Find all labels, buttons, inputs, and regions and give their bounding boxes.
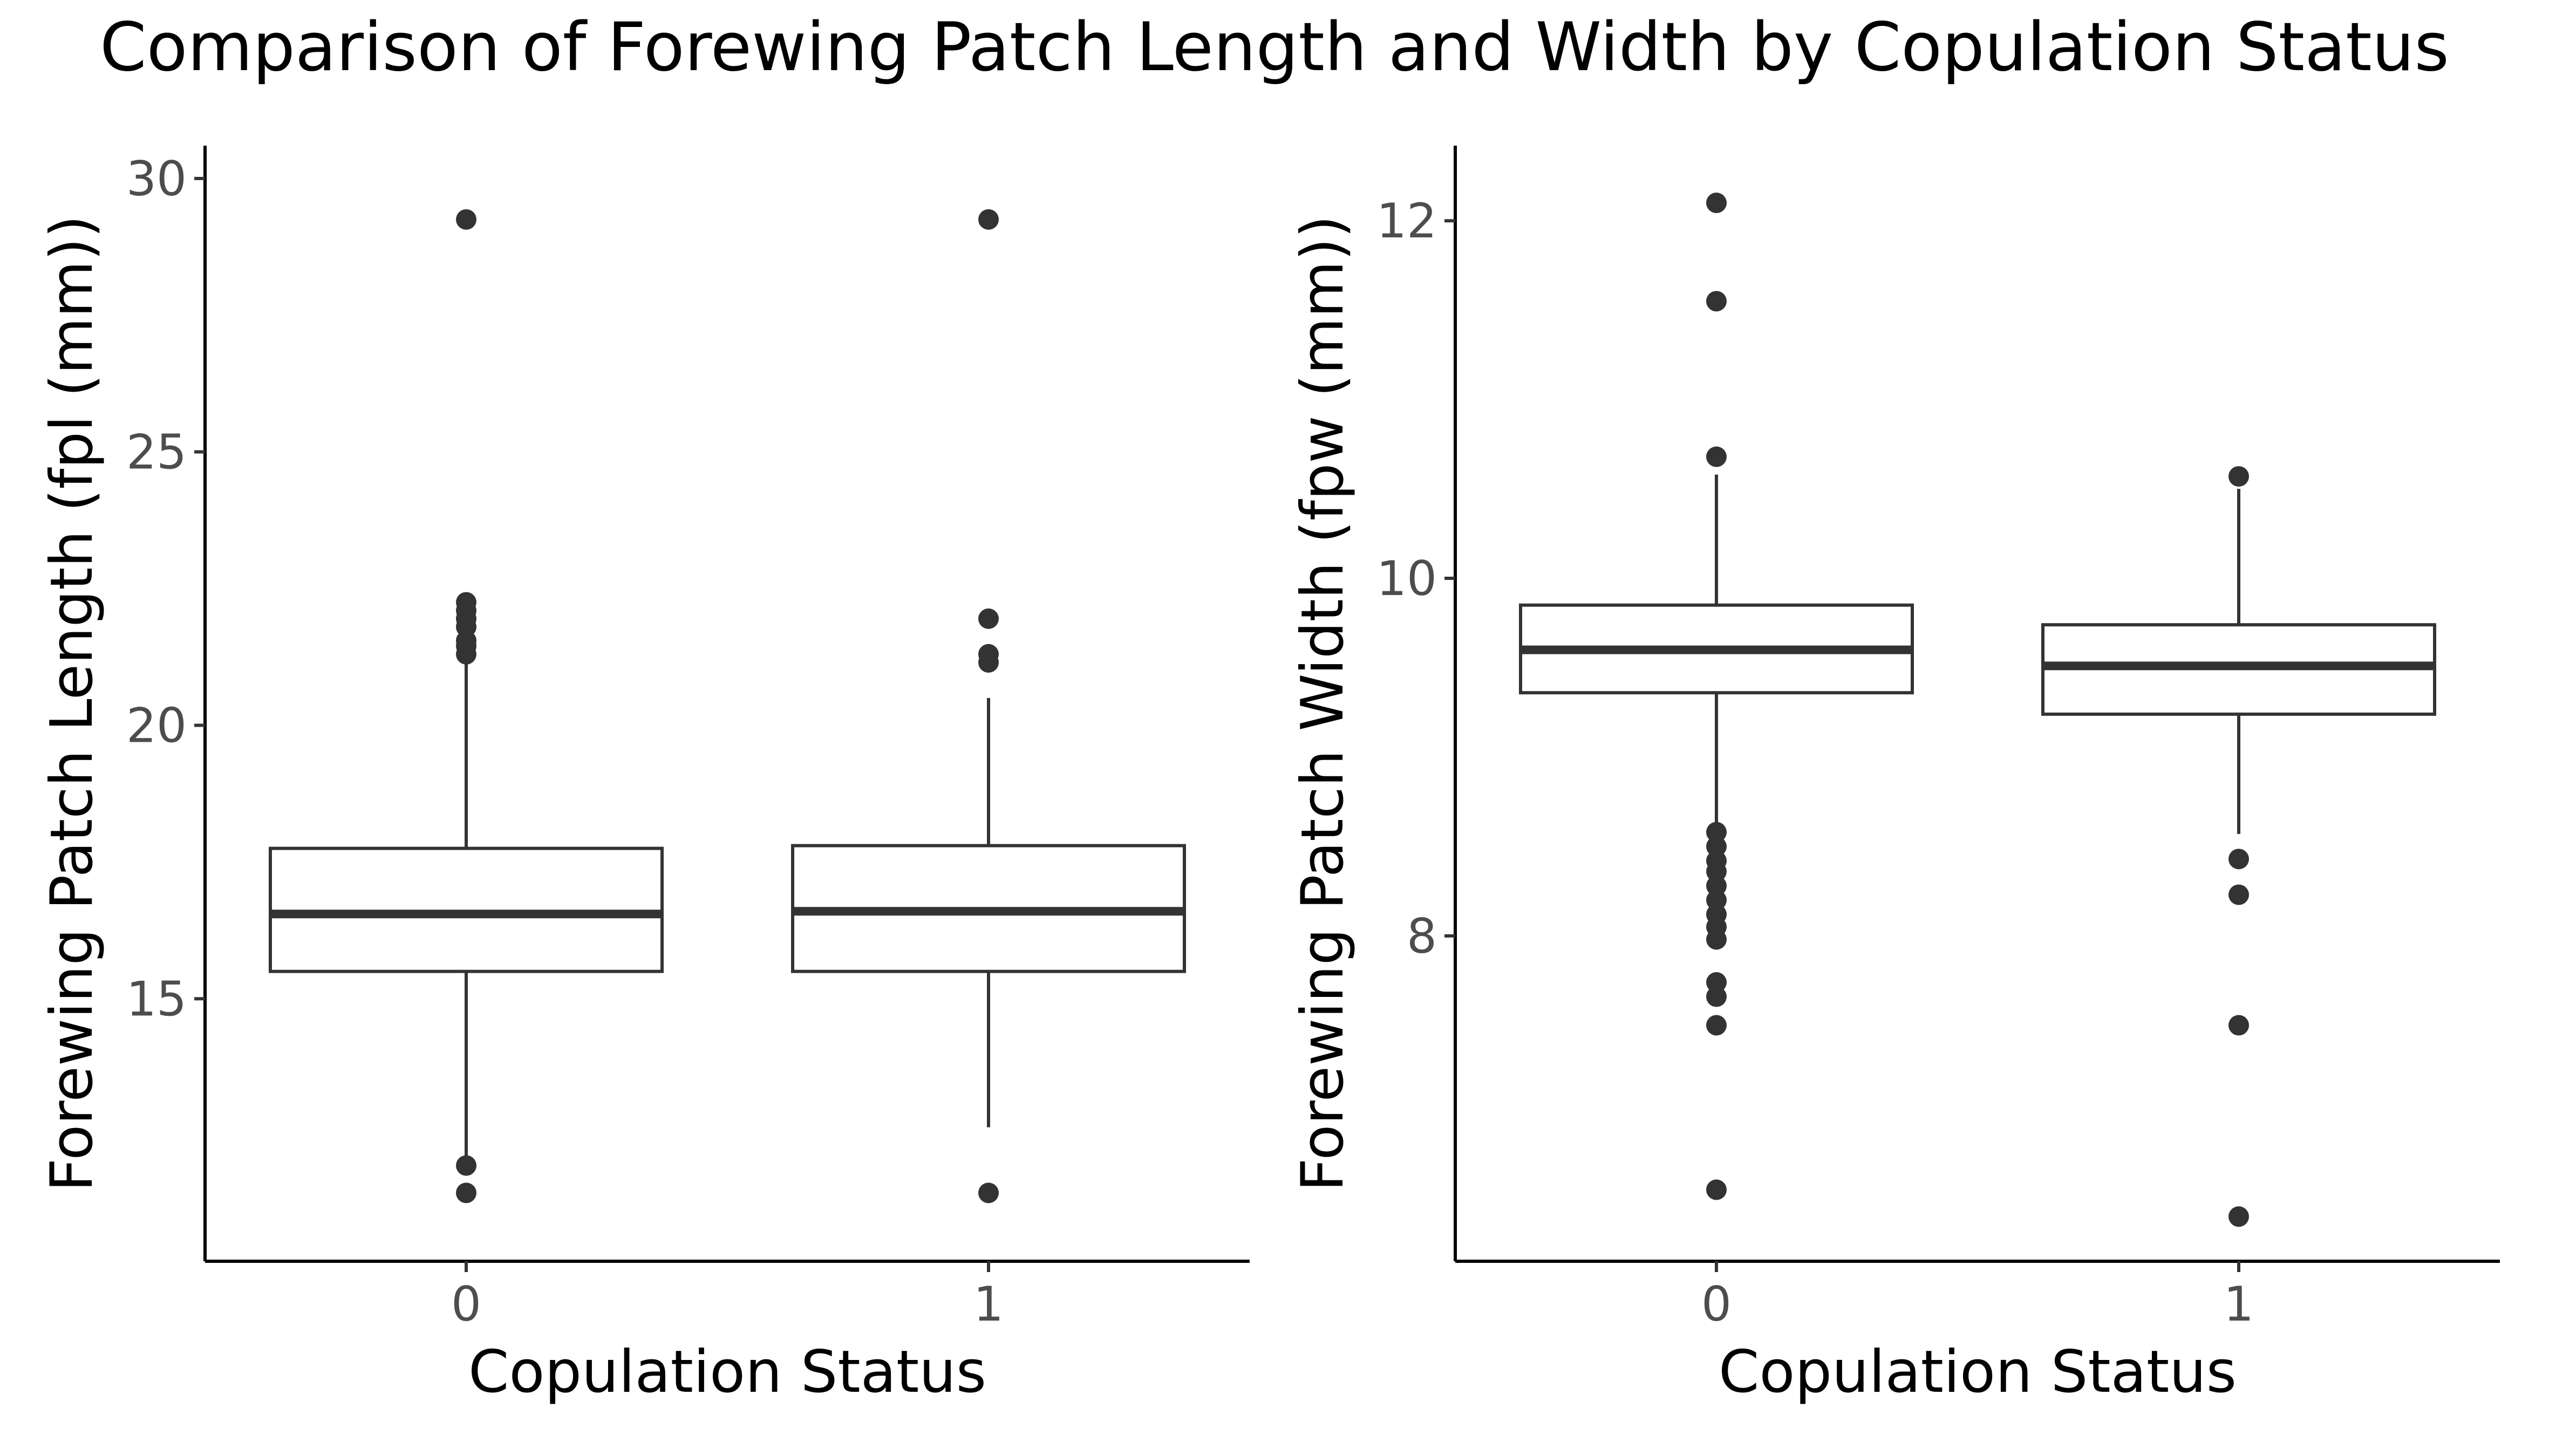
y-axis-title-width: Forewing Patch Width (fpw (mm))	[1289, 215, 1357, 1192]
outlier-point-length-1	[978, 644, 999, 665]
panel-forewing-width: Forewing Patch Width (fpw (mm)) Copulati…	[1289, 146, 2500, 1406]
chart-title: Comparison of Forewing Patch Length and …	[100, 9, 2449, 86]
y-tick-label-length: 25	[126, 425, 187, 480]
outlier-point-length-0	[456, 209, 476, 230]
outlier-point-width-1	[2228, 849, 2249, 870]
outlier-point-width-1	[2228, 1015, 2249, 1036]
y-tick-label-width: 8	[1407, 908, 1437, 964]
y-tick-label-width: 12	[1376, 193, 1437, 249]
outlier-point-width-0	[1706, 876, 1727, 897]
outlier-point-length-0	[456, 1155, 476, 1176]
outlier-point-width-0	[1706, 904, 1727, 925]
y-axis-title-length: Forewing Patch Length (fpl (mm))	[38, 215, 106, 1192]
outlier-point-width-0	[1706, 1179, 1727, 1200]
x-tick-label-width: 0	[1701, 1276, 1732, 1332]
outlier-point-width-0	[1706, 291, 1727, 312]
x-axis-title-length: Copulation Status	[468, 1338, 986, 1406]
x-tick-label-width: 1	[2224, 1276, 2254, 1332]
y-tick-label-length: 30	[126, 151, 187, 207]
plot-area-length: 15 20 25 30 0 1	[126, 146, 1250, 1332]
y-tick-label-length: 15	[126, 971, 187, 1027]
y-tick-label-width: 10	[1376, 551, 1437, 606]
outlier-point-width-0	[1706, 193, 1727, 214]
panel-forewing-length: Forewing Patch Length (fpl (mm)) Copulat…	[38, 146, 1250, 1406]
outlier-point-length-0	[456, 1182, 476, 1204]
y-tick-label-length: 20	[126, 698, 187, 754]
outlier-point-width-0	[1706, 446, 1727, 467]
outlier-point-width-0	[1706, 1015, 1727, 1036]
outlier-point-width-0	[1706, 972, 1727, 993]
x-tick-label-length: 0	[451, 1276, 481, 1332]
outlier-point-width-1	[2228, 1206, 2249, 1227]
outlier-point-width-1	[2228, 466, 2249, 487]
outlier-point-width-0	[1706, 850, 1727, 871]
plot-area-width: 8 10 12 0 1	[1376, 146, 2500, 1332]
outlier-point-length-1	[978, 1182, 999, 1204]
outlier-point-length-1	[978, 209, 999, 230]
x-axis-title-width: Copulation Status	[1719, 1338, 2237, 1406]
x-tick-label-length: 1	[973, 1276, 1004, 1332]
outlier-point-length-1	[978, 608, 999, 629]
outlier-point-width-0	[1706, 822, 1727, 843]
outlier-point-length-0	[456, 592, 476, 613]
outlier-point-width-0	[1706, 986, 1727, 1007]
outlier-point-width-0	[1706, 890, 1727, 911]
outlier-point-width-0	[1706, 836, 1727, 857]
outlier-point-width-1	[2228, 884, 2249, 905]
